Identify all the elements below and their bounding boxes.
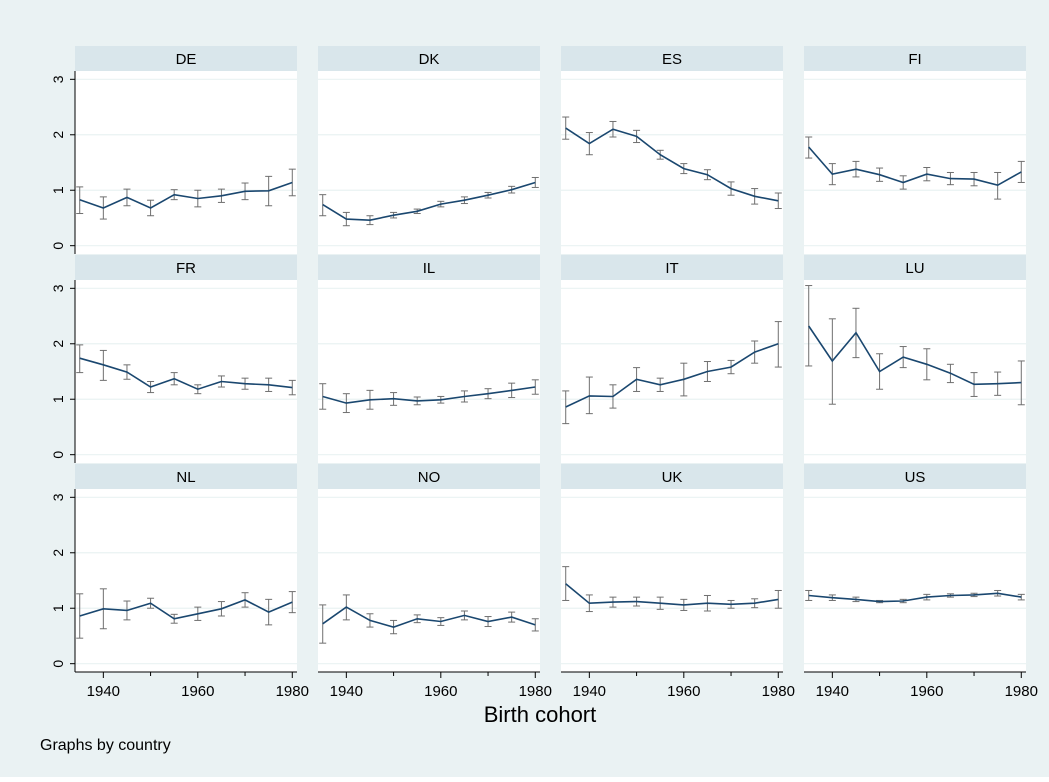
panel-title: FR (176, 260, 196, 277)
panel-de: DE 0 1 2 3 (50, 46, 297, 254)
panel-title: IL (423, 260, 436, 277)
panel-title: NL (176, 469, 195, 486)
panel-il: IL (318, 255, 540, 463)
panel-lu: LU (804, 255, 1026, 463)
panel-title: DK (419, 51, 440, 68)
series-line (322, 606, 536, 628)
x-tick-label: 1960 (667, 683, 700, 700)
plot-area (561, 280, 783, 463)
plot-area (75, 280, 297, 463)
panel-strip (561, 464, 783, 489)
series-line (808, 592, 1022, 603)
panel-us: US 1940 1960 1980 (804, 464, 1038, 700)
plot-area (318, 71, 540, 254)
panel-it: IT (561, 255, 783, 463)
x-tick-label: 1980 (276, 683, 309, 700)
x-tick-label: 1980 (519, 683, 552, 700)
panel-title: NO (418, 469, 441, 486)
plot-area (318, 489, 540, 672)
panel-title: ES (662, 51, 682, 68)
x-tick-label: 1940 (573, 683, 606, 700)
graphs-by-note: Graphs by country (40, 737, 171, 754)
plot-area (804, 280, 1026, 463)
plot-area (318, 280, 540, 463)
panel-strip (804, 464, 1026, 489)
panel-strip (75, 255, 297, 280)
x-tick-label: 1980 (762, 683, 795, 700)
series-line (79, 599, 293, 620)
panel-strip (318, 46, 540, 71)
plot-area (804, 71, 1026, 254)
y-tick-label: 1 (50, 604, 66, 612)
series-line (79, 357, 293, 391)
y-tick-label: 2 (50, 549, 66, 557)
y-tick-label: 0 (50, 242, 66, 250)
plot-area (75, 489, 297, 672)
panel-title: US (905, 469, 926, 486)
panel-no: NO 1940 1960 1980 (318, 464, 552, 700)
plot-area (75, 71, 297, 254)
series-line (808, 325, 1022, 386)
panel-strip (561, 46, 783, 71)
x-tick-label: 1960 (181, 683, 214, 700)
panel-strip (561, 255, 783, 280)
panel-strip (318, 464, 540, 489)
panel-strip (804, 255, 1026, 280)
y-tick-label: 3 (50, 493, 66, 501)
series-line (322, 386, 536, 404)
x-tick-label: 1960 (910, 683, 943, 700)
y-tick-label: 3 (50, 75, 66, 83)
panel-fr: FR 0 1 2 3 (50, 255, 297, 463)
plot-area (561, 489, 783, 672)
y-tick-label: 3 (50, 284, 66, 292)
series-line (565, 343, 779, 408)
y-tick-label: 0 (50, 451, 66, 459)
series-line (79, 181, 293, 209)
series-line (322, 181, 536, 222)
y-tick-label: 0 (50, 660, 66, 668)
panel-title: LU (905, 260, 924, 277)
panel-strip (75, 464, 297, 489)
x-tick-label: 1960 (424, 683, 457, 700)
y-tick-label: 1 (50, 395, 66, 403)
x-tick-label: 1940 (816, 683, 849, 700)
panel-uk: UK 1940 1960 1980 (561, 464, 795, 700)
panel-title: UK (662, 469, 683, 486)
panel-fi: FI (804, 46, 1026, 254)
panel-nl: NL 0 1 2 3 1940 1960 1980 (50, 464, 309, 700)
panels-group: DE 0 1 2 3 DK ES FI FR 0 1 2 3 IL IT LU NL 0 1 2 3 1940 1960 19… (50, 46, 1038, 700)
panel-dk: DK (318, 46, 540, 254)
x-axis-title: Birth cohort (484, 702, 597, 727)
panel-strip (318, 255, 540, 280)
panel-strip (804, 46, 1026, 71)
series-line (565, 127, 779, 202)
y-tick-label: 1 (50, 186, 66, 194)
panel-es: ES (561, 46, 783, 254)
x-tick-label: 1940 (330, 683, 363, 700)
y-tick-label: 2 (50, 340, 66, 348)
panel-strip (75, 46, 297, 71)
panel-title: IT (665, 260, 678, 277)
series-line (565, 583, 779, 606)
y-tick-label: 2 (50, 131, 66, 139)
panel-title: DE (176, 51, 197, 68)
plot-area (804, 489, 1026, 672)
x-tick-label: 1940 (87, 683, 120, 700)
panel-title: FI (908, 51, 921, 68)
x-tick-label: 1980 (1005, 683, 1038, 700)
series-line (808, 146, 1022, 187)
